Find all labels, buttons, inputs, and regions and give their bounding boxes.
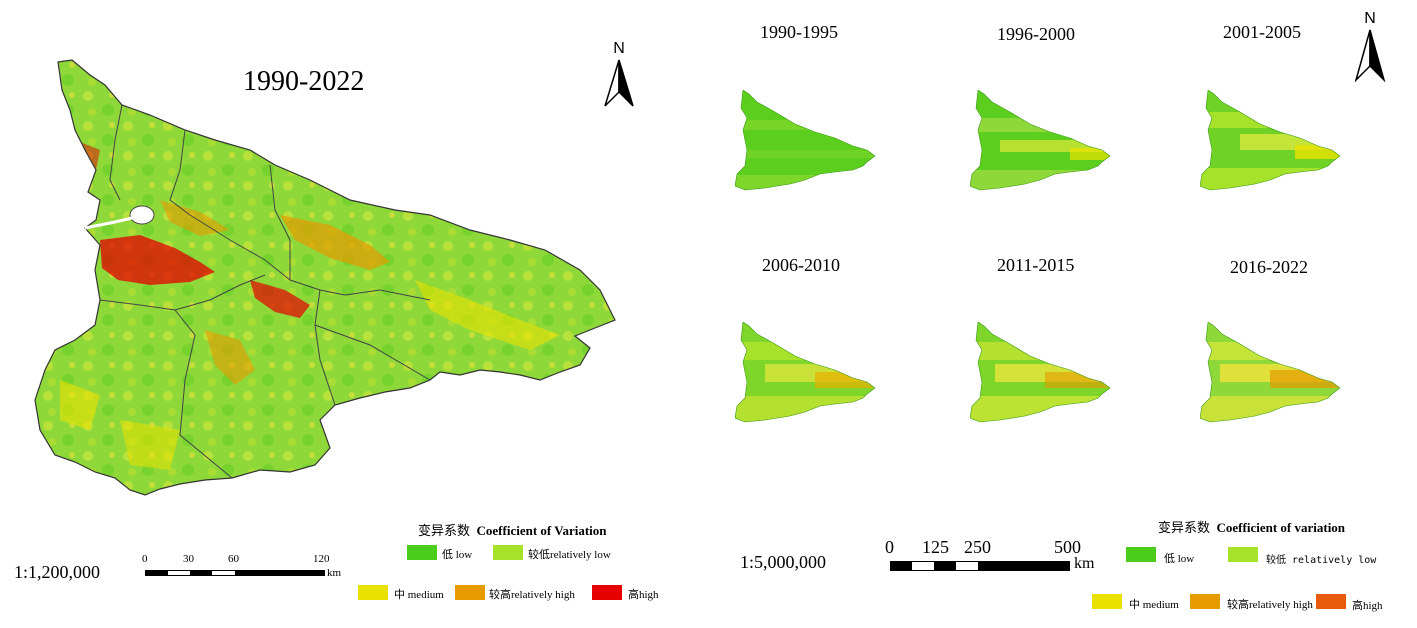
north-arrow-left: N <box>602 40 636 112</box>
scale-tick: 30 <box>183 553 194 565</box>
north-label: N <box>613 40 625 57</box>
legend-swatch-medium <box>358 585 388 600</box>
scale-ratio-left: 1:1,200,000 <box>14 562 101 582</box>
scale-unit: km <box>1074 555 1095 572</box>
north-arrow-icon <box>1354 29 1386 83</box>
north-arrow-right: N <box>1353 10 1387 84</box>
north-arrow-icon <box>604 59 634 107</box>
scale-bar-right: 0 125 250 500 km <box>885 537 1118 577</box>
legend-title-en: Coefficient of Variation <box>476 523 607 538</box>
mini-map <box>970 322 1111 423</box>
scale-tick: 250 <box>964 537 991 557</box>
legend-label-high: 高high <box>628 589 659 601</box>
legend-swatch-low <box>407 545 437 560</box>
legend-swatch-medium <box>1092 594 1122 609</box>
panel-title: 2016-2022 <box>1230 257 1308 277</box>
mini-map <box>1200 90 1341 191</box>
legend-swatch-high <box>1316 594 1346 609</box>
scale-bar-left: 0 30 60 120 km <box>142 553 365 583</box>
legend-label-medium: 中 medium <box>394 589 444 601</box>
scale-unit: km <box>327 567 342 579</box>
legend-label-relatively-high: 较高relatively high <box>1227 599 1313 611</box>
legend-title-left: 变异系数 Coefficient of Variation <box>418 520 607 539</box>
legend-swatch-low <box>1126 547 1156 562</box>
legend-label-medium: 中 medium <box>1129 599 1179 611</box>
main-map <box>34 59 616 496</box>
scale-tick: 60 <box>228 553 239 565</box>
legend-swatch-relatively-high <box>1190 594 1220 609</box>
legend-title-cn: 变异系数 <box>1158 520 1211 535</box>
mini-map <box>735 90 876 191</box>
panel-title: 1996-2000 <box>997 24 1075 44</box>
legend-swatch-relatively-low <box>493 545 523 560</box>
north-label: N <box>1364 10 1376 27</box>
panel-title: 2011-2015 <box>997 255 1075 275</box>
mini-map <box>735 322 876 423</box>
scale-tick: 0 <box>885 537 894 557</box>
legend-title-right: 变异系数 Coefficient of variation <box>1158 517 1345 536</box>
main-map-title: 1990-2022 <box>243 66 365 97</box>
panel-title: 2001-2005 <box>1223 22 1301 42</box>
scale-tick: 0 <box>142 553 148 565</box>
legend-label-low: 低 low <box>1164 553 1195 565</box>
legend-label-relatively-high: 较高relatively high <box>489 589 575 601</box>
legend-swatch-relatively-high <box>455 585 485 600</box>
legend-swatch-relatively-low <box>1228 547 1258 562</box>
panel-title: 1990-1995 <box>760 22 838 42</box>
legend-label-low: 低 low <box>442 549 473 561</box>
legend-label-relatively-low: 较低relatively low <box>528 549 611 561</box>
legend-swatch-high <box>592 585 622 600</box>
mini-map <box>1200 322 1341 423</box>
panel-title: 2006-2010 <box>762 255 840 275</box>
legend-title-cn: 变异系数 <box>418 523 471 538</box>
legend-label-high: 高high <box>1352 600 1383 612</box>
scale-tick: 500 <box>1054 537 1081 557</box>
legend-title-en: Coefficient of variation <box>1216 520 1346 535</box>
scale-ratio-right: 1:5,000,000 <box>740 552 827 572</box>
mini-map <box>970 90 1111 191</box>
scale-tick: 125 <box>922 537 949 557</box>
scale-tick: 120 <box>313 553 330 565</box>
legend-label-relatively-low: 较低 relatively low <box>1266 555 1377 566</box>
